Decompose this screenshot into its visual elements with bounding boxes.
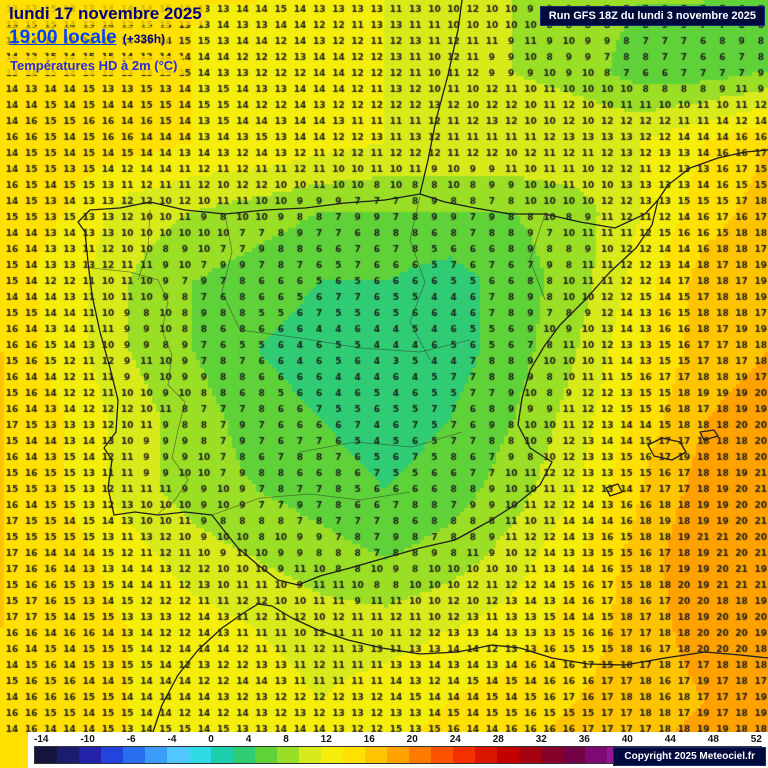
scale-segment [453, 747, 475, 763]
scale-label: 36 [578, 734, 590, 745]
scale-segment [321, 747, 343, 763]
scale-segment [343, 747, 365, 763]
scale-segment [541, 747, 563, 763]
scale-segment [233, 747, 255, 763]
scale-segment [57, 747, 79, 763]
scale-segment [189, 747, 211, 763]
scale-labels-row: -14 -10 -6 -4 0 4 8 12 16 20 24 28 32 36 40 44 48 52 [34, 733, 762, 746]
scale-segment [519, 747, 541, 763]
scale-label: 48 [707, 734, 719, 745]
scale-segment [563, 747, 585, 763]
local-time-label: 19:00 locale [9, 27, 117, 48]
scale-label: 12 [320, 734, 332, 745]
scale-segment [431, 747, 453, 763]
scale-segment [255, 747, 277, 763]
scale-label: 40 [621, 734, 633, 745]
scale-label: 8 [283, 734, 289, 745]
scale-label: -6 [126, 734, 136, 745]
scale-segment [585, 747, 607, 763]
scale-segment [277, 747, 299, 763]
scale-segment [497, 747, 519, 763]
scale-label: -14 [34, 734, 49, 745]
scale-segment [211, 747, 233, 763]
model-run-info: Run GFS 18Z du lundi 3 novembre 2025 [539, 6, 765, 26]
scale-label: -10 [80, 734, 95, 745]
scale-segment [79, 747, 101, 763]
variable-label: Températures HD à 2m (°C) [5, 56, 183, 75]
map-time-row: 19:00 locale (+336h) [5, 26, 170, 50]
scale-label: 4 [245, 734, 252, 745]
scale-label: 28 [492, 734, 504, 745]
scale-segment [101, 747, 123, 763]
scale-segment [387, 747, 409, 763]
scale-label: 16 [363, 734, 375, 745]
scale-segment [299, 747, 321, 763]
scale-label: 44 [664, 734, 676, 745]
scale-label: 52 [750, 734, 762, 745]
scale-segment [35, 747, 57, 763]
copyright-label: Copyright 2025 Meteociel.fr [613, 747, 766, 766]
forecast-offset-label: (+336h) [122, 32, 166, 46]
scale-label: 0 [208, 734, 214, 745]
scale-segment [145, 747, 167, 763]
scale-label: 24 [449, 734, 461, 745]
scale-segment [409, 747, 431, 763]
scale-label: 20 [406, 734, 418, 745]
scale-segment [123, 747, 145, 763]
scale-segment [167, 747, 189, 763]
scale-label: 32 [535, 734, 547, 745]
scale-label: -4 [167, 734, 177, 745]
map-date-label: lundi 17 novembre 2025 [5, 3, 206, 25]
scale-segment [475, 747, 497, 763]
scale-segment [365, 747, 387, 763]
